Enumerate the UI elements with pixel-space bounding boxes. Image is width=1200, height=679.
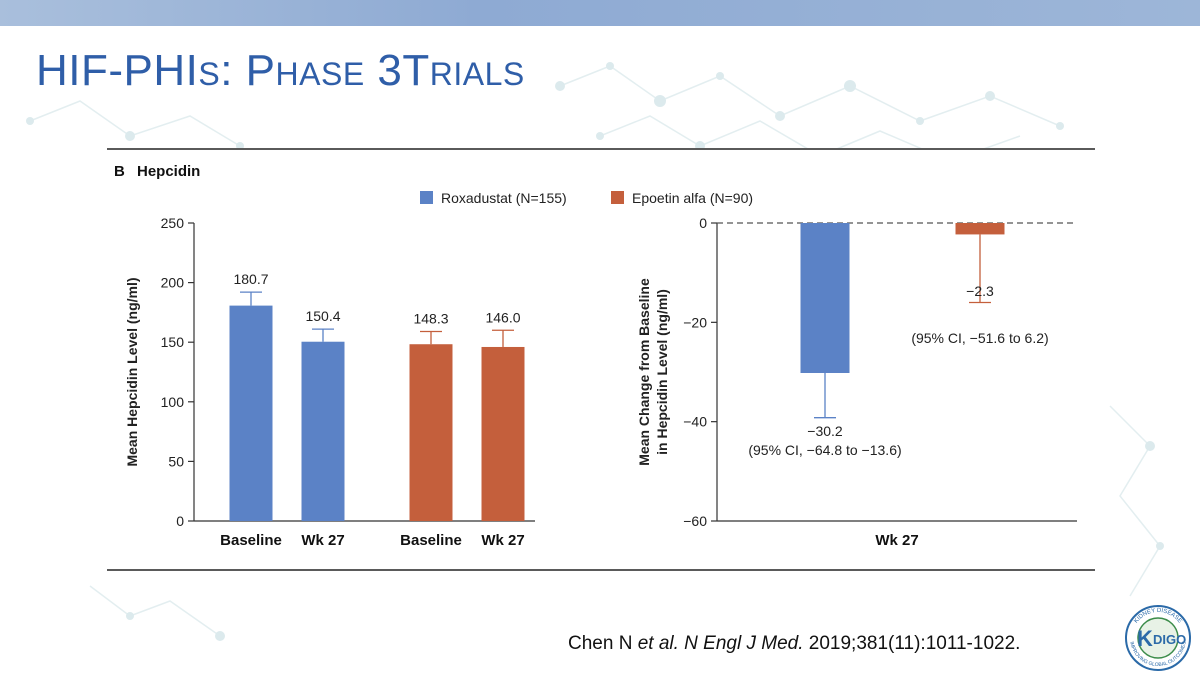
x-category-label: Wk 27	[301, 532, 344, 549]
legend: Roxadustat (N=155) Epoetin alfa (N=90)	[420, 190, 753, 206]
slide-title: HIF-PHIS: PHASE 3TRIALS	[36, 46, 525, 95]
bar	[409, 344, 453, 521]
panel-title: Hepcidin	[137, 163, 200, 180]
left-y-tick-label: 150	[161, 334, 185, 350]
left-y-tick-label: 100	[161, 394, 185, 410]
left-y-tick-label: 0	[176, 513, 184, 529]
bar-ci-label: (95% CI, −64.8 to −13.6)	[748, 442, 901, 458]
top-banner	[0, 0, 1200, 26]
bar-value-label: 148.3	[413, 310, 448, 326]
bar-value-label: 146.0	[485, 309, 520, 325]
bar	[481, 346, 525, 521]
right-y-axis-label-line1: Mean Change from Baseline	[636, 278, 652, 466]
bar	[955, 223, 1005, 235]
bar-value-label: −30.2	[807, 423, 843, 439]
legend-swatch-epoetin	[611, 191, 624, 204]
bar	[800, 223, 850, 373]
right-panel: 0 −20 −40 −60 Wk 27 −30.2 (95% CI, −64.8 to −1…	[683, 215, 1077, 549]
kdigo-logo-icon: KIDNEY DISEASE IMPROVING GLOBAL OUTCOMES…	[1125, 605, 1191, 671]
x-category-label: Wk 27	[481, 532, 524, 549]
hepcidin-chart: B Hepcidin Roxadustat (N=155) Epoetin al…	[114, 163, 1077, 549]
right-y-tick-label: −40	[683, 414, 707, 430]
logo-digo-text: DIGO	[1153, 632, 1186, 647]
legend-label-epoetin: Epoetin alfa (N=90)	[632, 190, 753, 206]
right-y-tick-label: −20	[683, 314, 707, 330]
logo-k-letter: K	[1137, 626, 1153, 651]
bar	[301, 341, 345, 521]
legend-label-roxadustat: Roxadustat (N=155)	[441, 190, 567, 206]
right-y-tick-label: −60	[683, 513, 707, 529]
bar	[229, 305, 273, 521]
left-y-tick-label: 50	[168, 453, 184, 469]
right-y-tick-label: 0	[699, 215, 707, 231]
bar-ci-label: (95% CI, −51.6 to 6.2)	[911, 330, 1048, 346]
bar-value-label: 150.4	[305, 308, 340, 324]
left-y-axis-label: Mean Hepcidin Level (ng/ml)	[124, 277, 140, 466]
left-panel: 0 50 100 150 200 250 180.7 Baseline 150.4 Wk 27 14…	[161, 215, 535, 549]
legend-swatch-roxadustat	[420, 191, 433, 204]
right-x-category-label: Wk 27	[875, 532, 918, 549]
bar-value-label: 180.7	[233, 271, 268, 287]
panel-letter: B	[114, 163, 125, 180]
citation: Chen N et al. N Engl J Med. 2019;381(11)…	[568, 633, 1021, 654]
x-category-label: Baseline	[400, 532, 462, 549]
bar-value-label: −2.3	[966, 283, 994, 299]
right-y-axis-label-line2: in Hepcidin Level (ng/ml)	[654, 289, 670, 455]
left-y-tick-label: 200	[161, 275, 185, 291]
left-y-tick-label: 250	[161, 215, 185, 231]
chart-figure: B Hepcidin Roxadustat (N=155) Epoetin al…	[107, 148, 1095, 571]
x-category-label: Baseline	[220, 532, 282, 549]
